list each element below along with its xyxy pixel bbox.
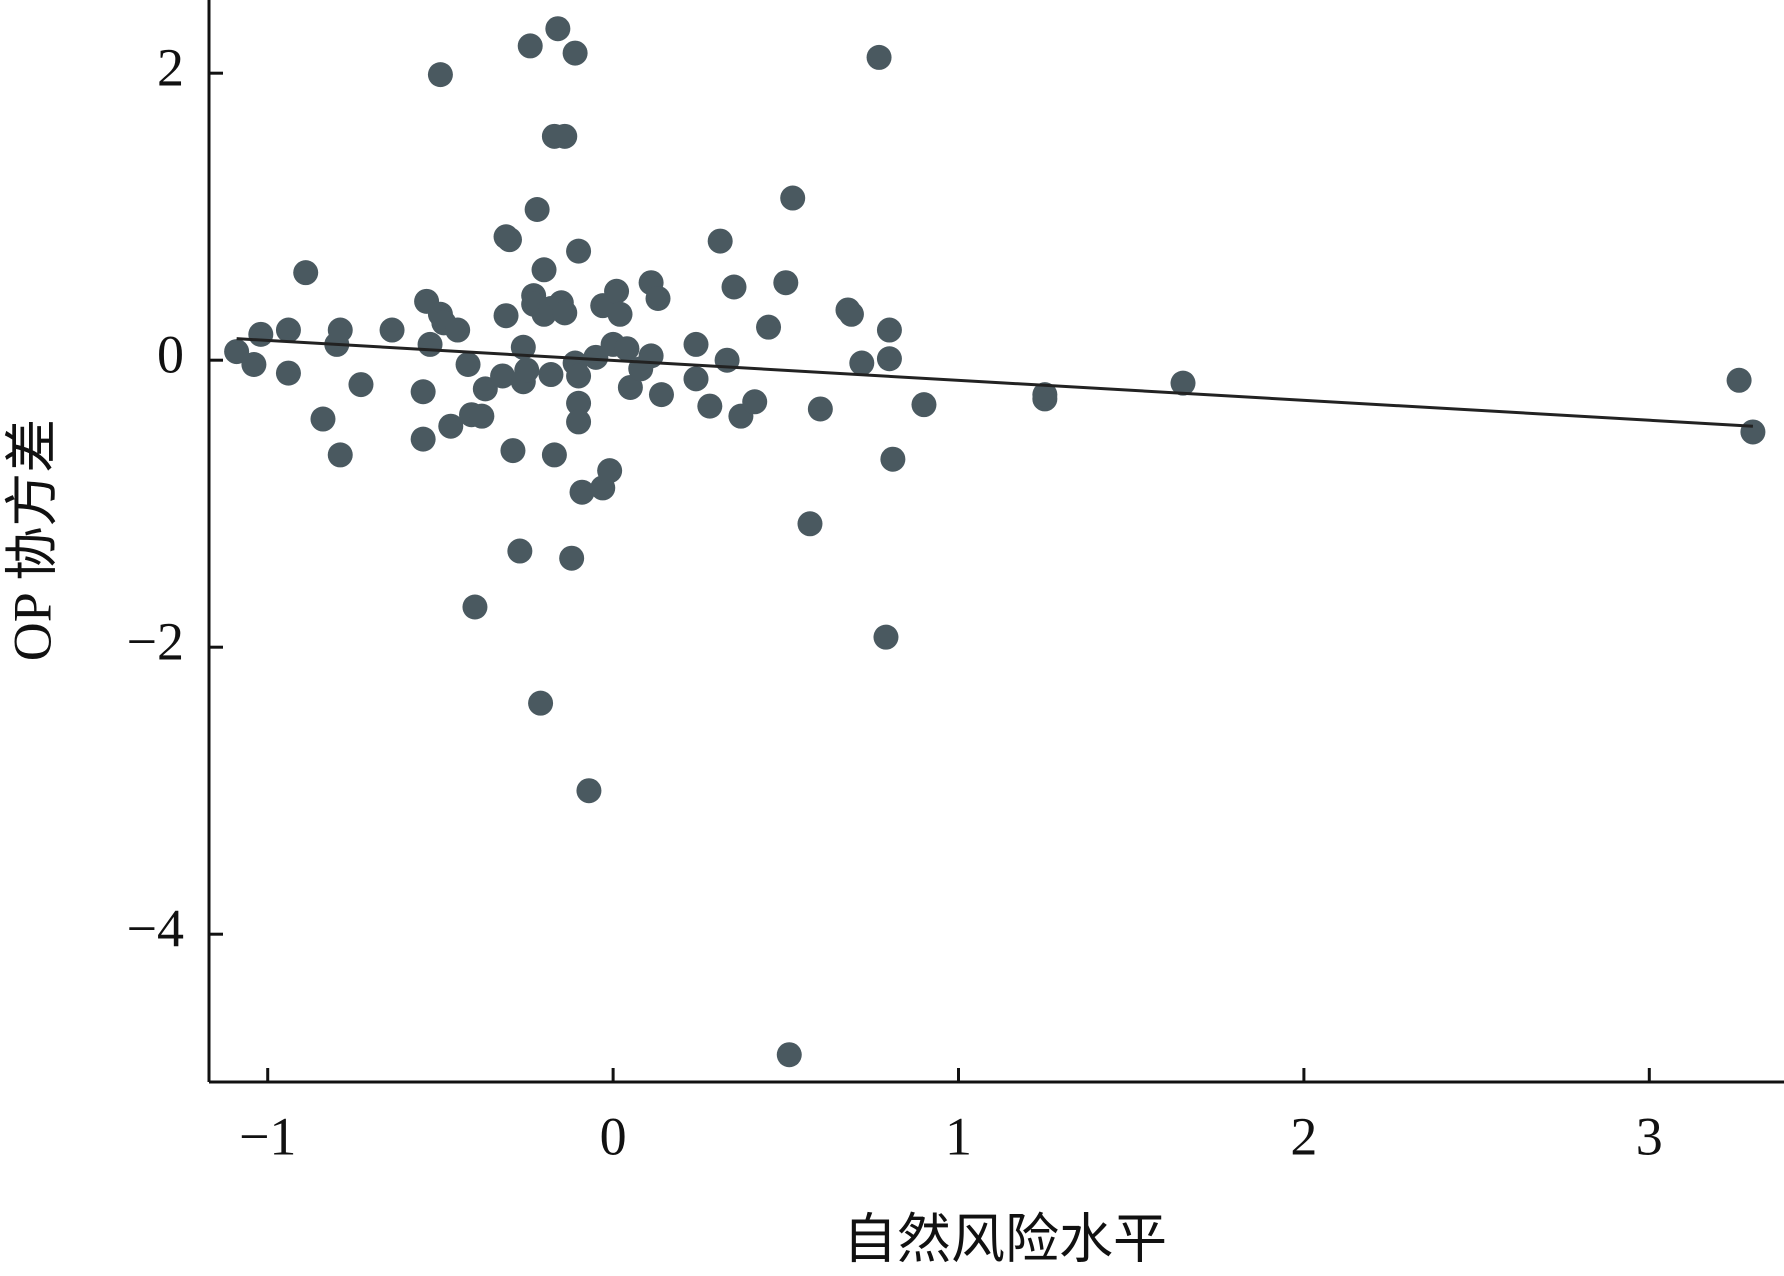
point — [773, 270, 799, 296]
point — [410, 426, 436, 452]
point — [583, 344, 609, 370]
x-tick-label: −1 — [239, 1106, 296, 1166]
trend-line — [236, 337, 1753, 428]
point — [327, 317, 353, 343]
point — [224, 339, 250, 365]
point — [472, 376, 498, 402]
point — [638, 343, 664, 369]
point — [1170, 370, 1196, 396]
point — [776, 1042, 802, 1068]
y-tick-label: 2 — [157, 38, 184, 98]
point — [721, 274, 747, 300]
point — [438, 413, 464, 439]
x-axis-label: 自然风险水平 — [843, 1209, 1167, 1269]
point — [507, 538, 533, 564]
point — [866, 44, 892, 70]
point — [604, 278, 630, 304]
point — [597, 458, 623, 484]
point — [514, 357, 540, 383]
point — [327, 442, 353, 468]
point — [517, 33, 543, 59]
point — [545, 16, 571, 42]
point — [569, 479, 595, 505]
point — [248, 321, 274, 347]
x-tick-label: 0 — [600, 1106, 627, 1166]
point — [566, 238, 592, 264]
point — [648, 382, 674, 408]
point — [524, 197, 550, 223]
point — [566, 390, 592, 416]
point — [427, 62, 453, 88]
point — [614, 336, 640, 362]
point — [707, 228, 733, 254]
point — [445, 317, 471, 343]
point — [541, 442, 567, 468]
point — [742, 389, 768, 415]
point — [873, 624, 899, 650]
point — [293, 260, 319, 286]
point — [310, 406, 336, 432]
point — [462, 594, 488, 620]
point — [241, 351, 267, 377]
point — [683, 331, 709, 357]
point — [607, 301, 633, 327]
point — [496, 227, 522, 253]
point — [807, 396, 833, 422]
point — [348, 372, 374, 398]
x-tick-label: 2 — [1290, 1106, 1317, 1166]
point — [880, 446, 906, 472]
point — [576, 778, 602, 804]
point — [697, 393, 723, 419]
point — [490, 363, 516, 389]
point — [849, 350, 875, 376]
point — [379, 317, 405, 343]
point — [566, 363, 592, 389]
point — [797, 511, 823, 537]
point — [552, 300, 578, 326]
x-tick-label: 3 — [1636, 1106, 1663, 1166]
point — [617, 374, 643, 400]
y-tick-label: −4 — [127, 899, 184, 959]
point — [455, 351, 481, 377]
point — [275, 317, 301, 343]
y-axis-label: OP 协方差 — [2, 419, 62, 662]
y-tick-label: −2 — [127, 612, 184, 672]
point — [780, 185, 806, 211]
point — [500, 438, 526, 464]
point — [1740, 419, 1766, 445]
point — [566, 409, 592, 435]
point — [410, 379, 436, 405]
point — [838, 301, 864, 327]
point — [552, 123, 578, 149]
point — [469, 403, 495, 429]
point — [645, 285, 671, 311]
point — [562, 40, 588, 66]
point — [559, 545, 585, 571]
point — [876, 317, 902, 343]
point — [911, 392, 937, 418]
point — [1032, 382, 1058, 408]
y-tick-label: 0 — [157, 325, 184, 385]
point — [275, 360, 301, 386]
point — [531, 257, 557, 283]
x-tick-label: 1 — [945, 1106, 972, 1166]
point — [417, 331, 443, 357]
point — [683, 366, 709, 392]
point — [528, 690, 554, 716]
point — [1726, 367, 1752, 393]
point — [876, 346, 902, 372]
point — [538, 362, 564, 388]
point — [756, 314, 782, 340]
point — [493, 303, 519, 329]
